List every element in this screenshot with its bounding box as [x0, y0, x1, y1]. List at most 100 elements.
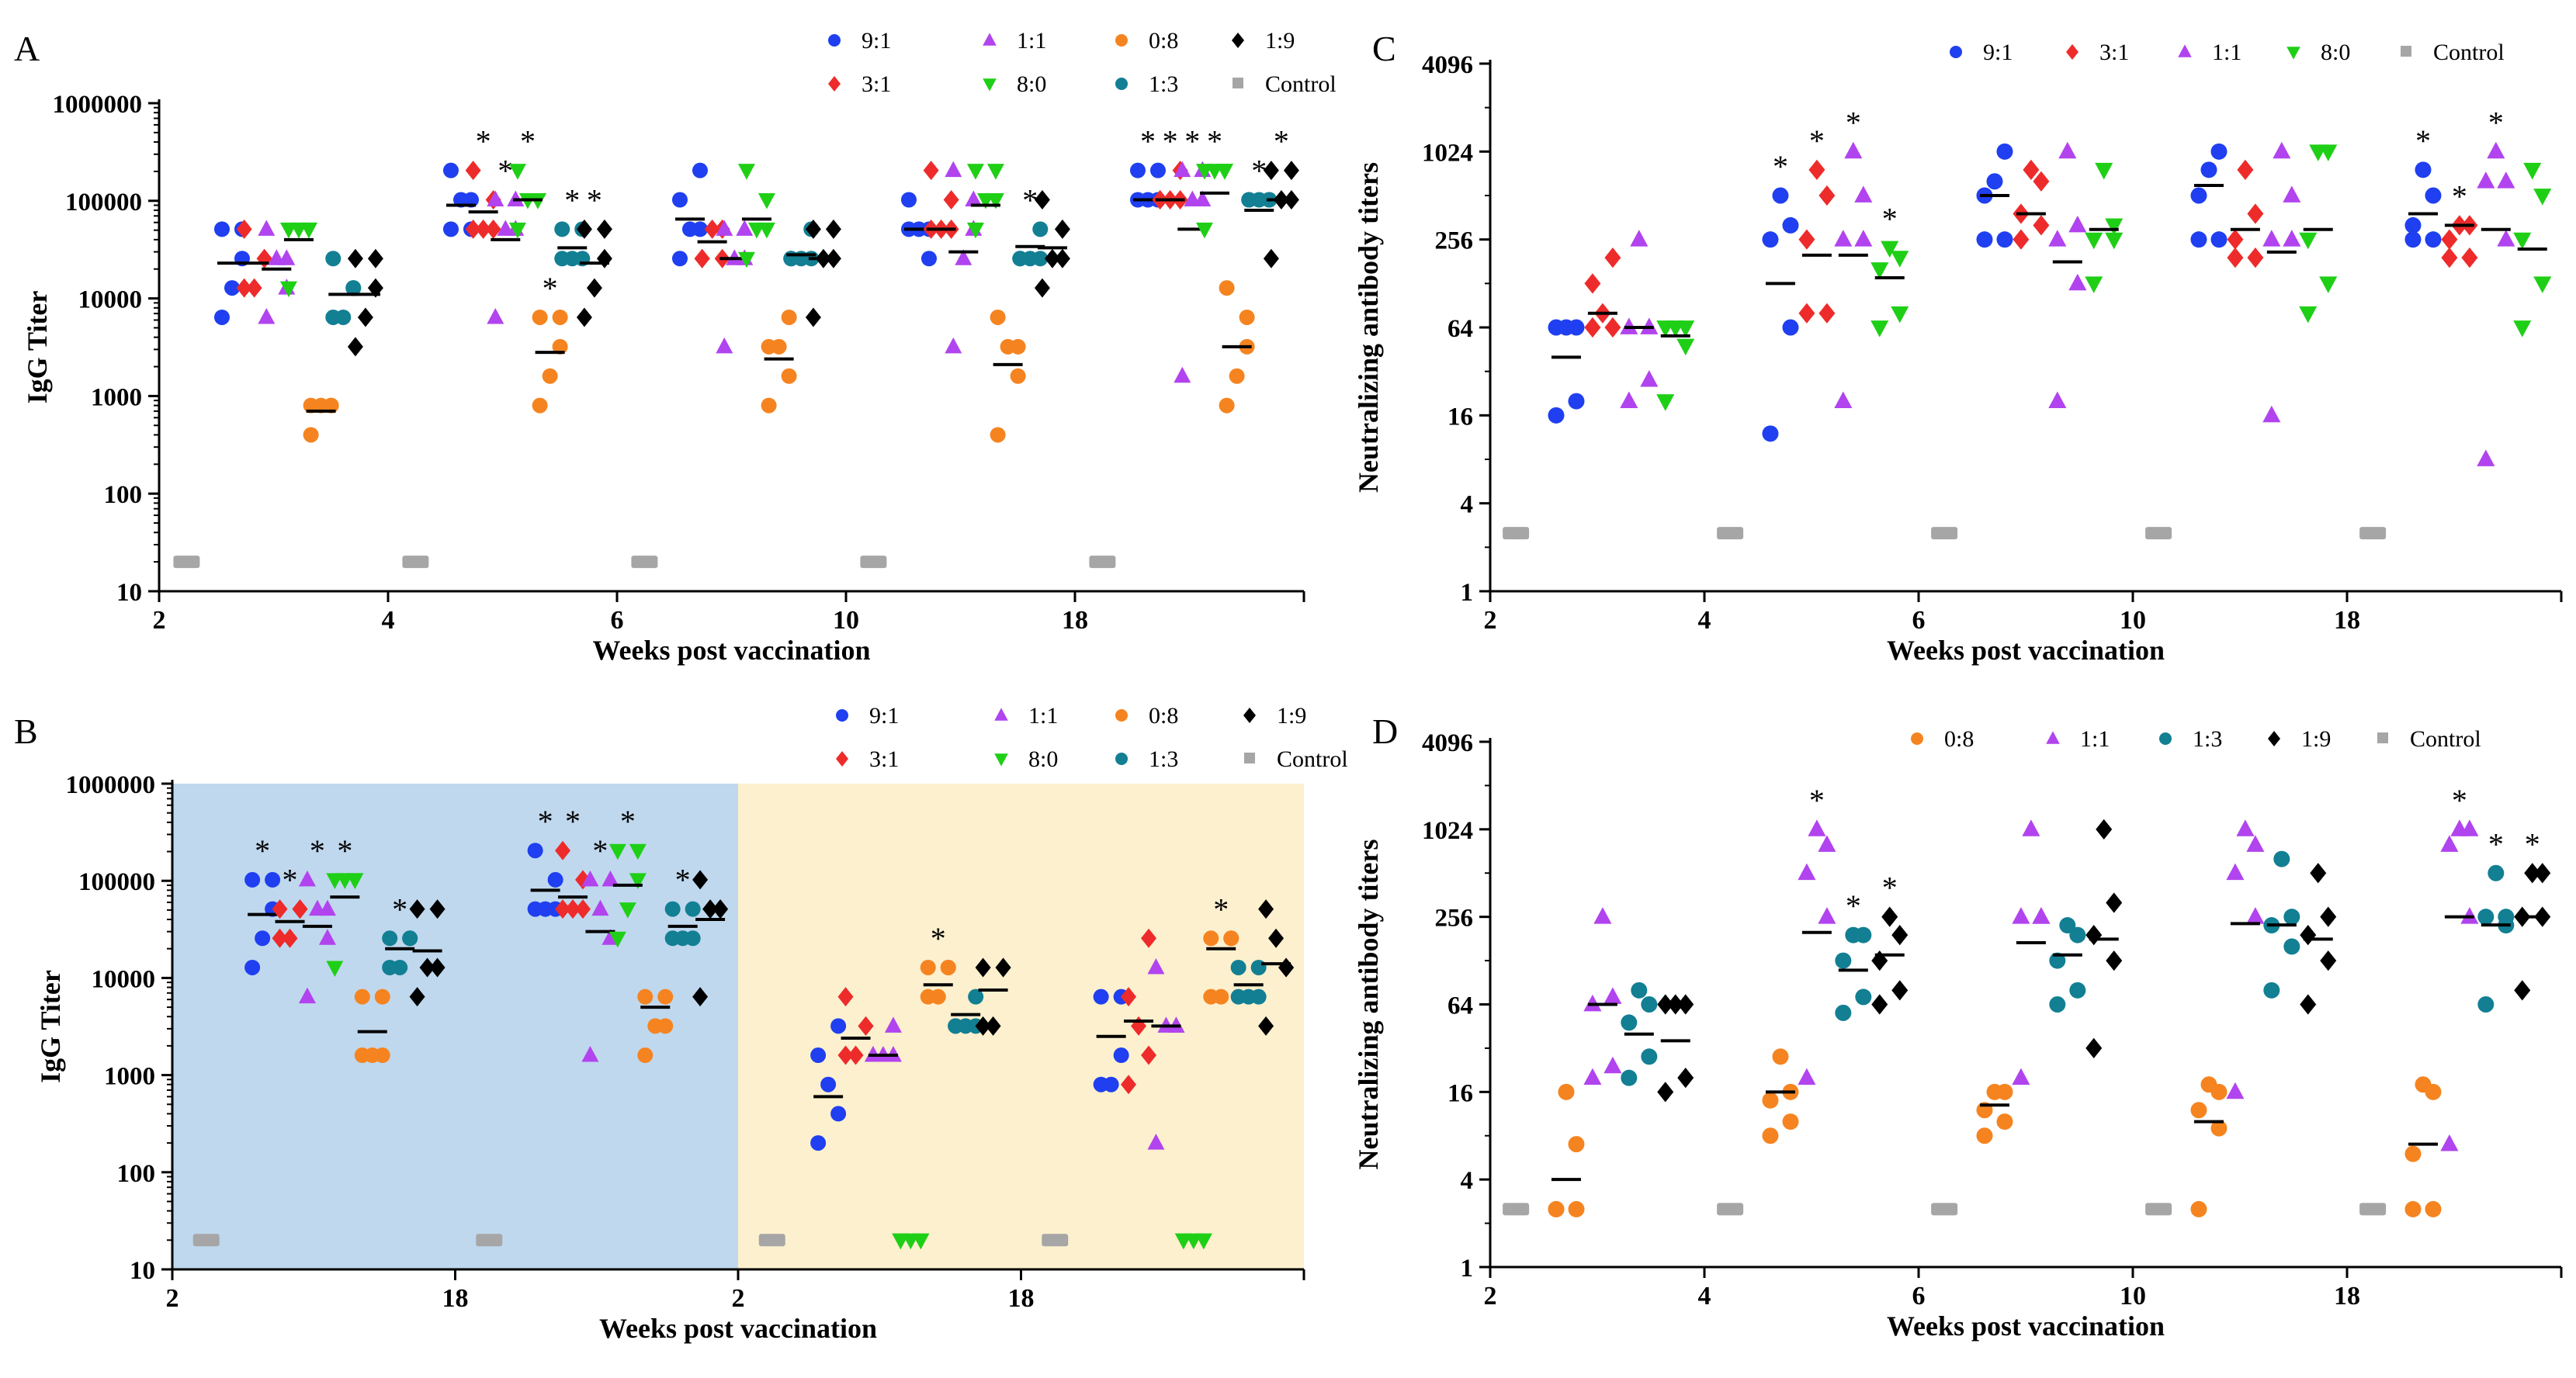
y-tick-label: 1000	[104, 1063, 155, 1091]
legend-marker-r11	[983, 33, 997, 46]
significance-star: *	[1251, 154, 1267, 189]
data-point-r80	[2085, 232, 2103, 250]
data-point-r19	[1258, 899, 1274, 919]
data-point-r13	[2283, 909, 2300, 926]
data-point-r11	[1854, 185, 1873, 203]
legend-marker-r19	[1232, 33, 1244, 48]
legend: 9:1 1:1 0:8 1:9 3:1 8:0 1:3 Control	[836, 703, 1348, 772]
legend-marker-r08	[1115, 34, 1128, 47]
data-point-r31	[1121, 1075, 1137, 1095]
data-point-r11	[2450, 819, 2469, 836]
data-point-r31	[1798, 303, 1815, 324]
data-point-r19	[985, 1016, 1001, 1036]
significance-star: *	[592, 833, 608, 868]
control-mark	[1931, 1203, 1958, 1216]
legend-label: 9:1	[1983, 40, 2013, 65]
data-point-r13	[968, 988, 984, 1005]
data-point-r91	[1762, 231, 1779, 248]
y-axis-label: Neutralizing antibody titers	[1353, 840, 1384, 1170]
legend-marker-r80	[2287, 47, 2300, 60]
data-point-r08	[930, 988, 946, 1005]
data-point-r91	[537, 901, 553, 917]
significance-star: *	[2488, 105, 2504, 140]
data-point-r11	[1834, 391, 1853, 409]
legend-label: 1:1	[1028, 703, 1058, 729]
data-point-r80	[1891, 306, 1909, 324]
data-point-r08	[1986, 1083, 2003, 1100]
data-point-r31	[2461, 248, 2478, 268]
data-point-r80	[2299, 306, 2318, 324]
y-tick-label: 4096	[1422, 729, 1473, 757]
significance-star: *	[1809, 783, 1825, 818]
significance-star: *	[283, 863, 298, 898]
data-point-r80	[747, 222, 765, 239]
y-tick-label: 1	[1461, 579, 1474, 607]
data-point-r80	[1676, 338, 1695, 356]
y-tick-label: 100	[117, 1160, 156, 1188]
data-point-r08	[940, 959, 956, 975]
data-point-r11	[1818, 835, 1836, 852]
data-point-r11	[1798, 1068, 1816, 1085]
data-point-r19	[586, 278, 602, 298]
significance-star: *	[1163, 124, 1178, 159]
y-tick-label: 256	[1435, 227, 1474, 255]
data-point-r11	[716, 220, 733, 236]
x-tick-label: 6	[611, 606, 624, 635]
data-point-r80	[1870, 320, 1889, 338]
legend-label: Control	[2410, 726, 2481, 752]
legend-marker-r80	[983, 78, 997, 92]
control-mark	[192, 1234, 220, 1247]
data-point-r19	[805, 219, 821, 239]
x-tick-label: 18	[442, 1284, 469, 1313]
data-point-r91	[1996, 231, 2013, 248]
data-point-r80	[326, 961, 344, 977]
legend-label: Control	[2433, 40, 2505, 65]
data-point-r19	[1268, 928, 1285, 948]
data-point-r11	[1593, 907, 1612, 924]
legend-label: 0:8	[1149, 28, 1178, 54]
x-axis-label: Weeks post vaccination	[592, 635, 870, 666]
data-point-r11	[581, 870, 599, 887]
legend-marker-r08	[1911, 732, 1923, 745]
data-point-r08	[1568, 1136, 1585, 1153]
data-point-r19	[367, 278, 383, 298]
significance-star: *	[2525, 826, 2540, 861]
data-point-r13	[554, 221, 570, 237]
data-point-r31	[475, 219, 491, 239]
x-tick-label: 18	[2334, 1282, 2360, 1310]
data-point-r31	[565, 899, 581, 919]
data-point-r13	[392, 959, 408, 975]
data-point-r19	[357, 307, 373, 327]
data-point-r08	[1223, 930, 1239, 947]
data-point-r13	[1032, 221, 1049, 237]
data-point-r13	[2069, 982, 2086, 999]
data-point-r31	[2033, 171, 2050, 192]
data-point-r11	[955, 249, 973, 265]
x-tick-label: 18	[2334, 606, 2360, 635]
data-point-r11	[581, 1046, 599, 1062]
data-point-r19	[2106, 892, 2123, 913]
data-point-r91	[2415, 161, 2432, 178]
data-point-r11	[258, 220, 276, 236]
data-point-r08	[1558, 1083, 1575, 1100]
data-point-r19	[2300, 924, 2317, 946]
y-tick-label: 4	[1461, 1167, 1474, 1195]
panel-b: B 10 100 1000 10000 100000 1000000 IgG Titer 2 18…	[14, 703, 1348, 1344]
data-point-r13	[1251, 192, 1267, 208]
data-point-r91	[810, 1135, 827, 1151]
legend-label: Control	[1277, 746, 1348, 772]
legend-label: 3:1	[2099, 40, 2129, 65]
data-point-r31	[837, 1045, 854, 1065]
data-point-r80	[966, 222, 984, 239]
data-point-r31	[694, 248, 710, 268]
y-tick-label: 64	[1447, 992, 1473, 1020]
data-point-r80	[986, 164, 1004, 180]
data-point-r13	[564, 251, 581, 267]
data-point-r91	[1558, 319, 1575, 336]
data-point-r31	[292, 899, 308, 919]
significance-star: *	[1274, 124, 1289, 159]
data-point-r31	[272, 928, 288, 948]
data-point-r08	[313, 397, 329, 414]
data-point-r08	[303, 427, 319, 443]
